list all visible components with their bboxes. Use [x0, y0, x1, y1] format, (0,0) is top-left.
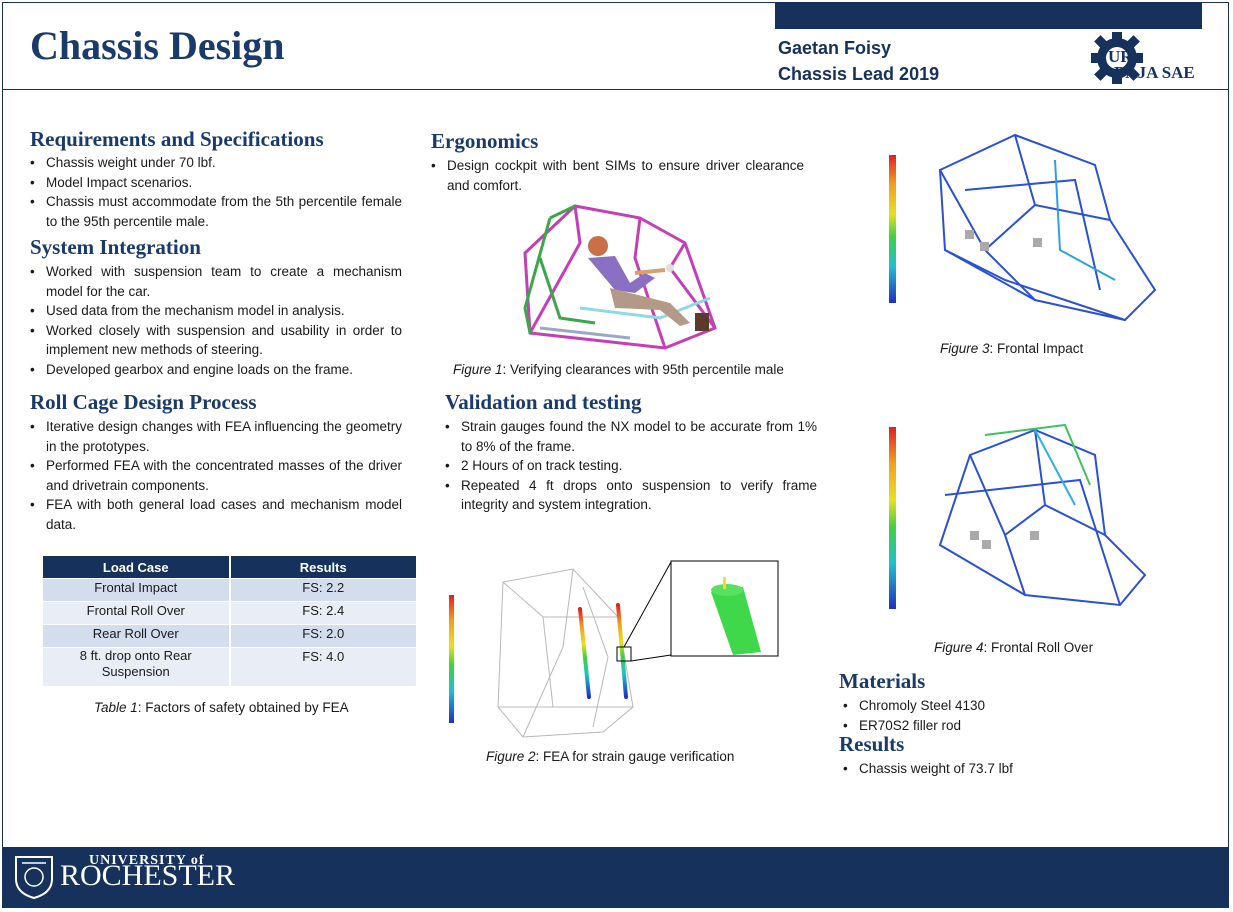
author-name: Gaetan Foisy: [778, 38, 892, 58]
university-name: ROCHESTER: [60, 859, 236, 892]
caption-text: : Frontal Roll Over: [983, 640, 1094, 655]
poster-title: Chassis Design: [30, 23, 285, 68]
table-row: Frontal Impact FS: 2.2: [43, 578, 416, 602]
rollcage-heading: Roll Cage Design Process: [30, 390, 257, 414]
caption-text: : FEA for strain gauge verification: [535, 749, 735, 764]
list-item: Worked with suspension team to create a …: [30, 262, 402, 301]
results-heading: Results: [839, 732, 905, 756]
materials-list: Chromoly Steel 4130 ER70S2 filler rod: [843, 696, 1203, 735]
column-header: Load Case: [43, 556, 231, 579]
integration-heading: System Integration: [30, 235, 201, 259]
table-cell: 8 ft. drop onto Rear Suspension: [43, 647, 231, 686]
list-item: Model Impact scenarios.: [30, 173, 402, 193]
caption-label: Figure 1: [453, 362, 503, 377]
list-item: Design cockpit with bent SIMs to ensure …: [431, 156, 804, 195]
caption-label: Figure 3: [940, 341, 990, 356]
table-cell: Rear Roll Over: [43, 624, 231, 648]
table-cell: FS: 2.2: [229, 578, 416, 602]
figure2-caption: Figure 2: FEA for strain gauge verificat…: [486, 749, 734, 764]
list-item: Worked closely with suspension and usabi…: [30, 321, 402, 360]
author-role: Chassis Lead 2019: [778, 64, 940, 84]
list-item: Iterative design changes with FEA influe…: [30, 417, 402, 456]
ergonomics-list: Design cockpit with bent SIMs to ensure …: [431, 156, 804, 195]
requirements-list: Chassis weight under 70 lbf. Model Impac…: [30, 153, 402, 231]
figure3-frontal-impact-image: [889, 133, 1157, 322]
list-item: FEA with both general load cases and mec…: [30, 495, 402, 534]
caption-text: : Factors of safety obtained by FEA: [137, 700, 349, 715]
university-label: UNIVERSITY of: [89, 853, 205, 868]
university-seal-icon: [15, 856, 53, 899]
table-cell: Frontal Roll Over: [43, 601, 231, 625]
figure2-fea-strain-gauge-image: [449, 560, 779, 738]
list-item: Chassis weight under 70 lbf.: [30, 153, 402, 173]
figure3-caption: Figure 3: Frontal Impact: [940, 341, 1083, 356]
rollcage-list: Iterative design changes with FEA influe…: [30, 417, 402, 534]
ur-baja-logo: UR BAJA SAE: [1091, 32, 1195, 84]
validation-heading: Validation and testing: [445, 390, 642, 414]
logo-baja-text: BAJA SAE: [1114, 63, 1195, 82]
caption-label: Table 1: [94, 700, 138, 715]
figure4-caption: Figure 4: Frontal Roll Over: [934, 640, 1093, 655]
table-cell: FS: 4.0: [229, 647, 416, 686]
figure1-caption: Figure 1: Verifying clearances with 95th…: [453, 362, 784, 377]
list-item: ER70S2 filler rod: [843, 716, 1203, 736]
table-cell: FS: 2.4: [229, 601, 416, 625]
list-item: 2 Hours of on track testing.: [445, 456, 817, 476]
list-item: Chromoly Steel 4130: [843, 696, 1203, 716]
table-cell: Frontal Impact: [43, 578, 231, 602]
list-item: Developed gearbox and engine loads on th…: [30, 360, 402, 380]
column-header: Results: [229, 556, 416, 579]
table-header-row: Load Case Results: [43, 556, 416, 579]
table-row: Rear Roll Over FS: 2.0: [43, 624, 416, 648]
figure1-cockpit-image: [523, 204, 717, 350]
table-cell: FS: 2.0: [229, 624, 416, 648]
caption-text: : Verifying clearances with 95th percent…: [502, 362, 784, 377]
caption-label: Figure 2: [486, 749, 536, 764]
list-item: Chassis weight of 73.7 lbf: [843, 759, 1203, 779]
author-block: Gaetan Foisy Chassis Lead 2019: [778, 35, 939, 87]
ergonomics-heading: Ergonomics: [431, 129, 539, 153]
caption-label: Figure 4: [934, 640, 984, 655]
table-caption: Table 1: Factors of safety obtained by F…: [94, 700, 349, 715]
list-item: Chassis must accommodate from the 5th pe…: [30, 192, 402, 231]
table-row: 8 ft. drop onto Rear Suspension FS: 4.0: [43, 647, 416, 686]
header-accent-bar: [775, 2, 1202, 29]
materials-heading: Materials: [839, 669, 926, 693]
load-case-table: Load Case Results Frontal Impact FS: 2.2…: [43, 556, 416, 686]
validation-list: Strain gauges found the NX model to be a…: [445, 417, 817, 515]
requirements-heading: Requirements and Specifications: [30, 127, 324, 151]
list-item: Strain gauges found the NX model to be a…: [445, 417, 817, 456]
list-item: Repeated 4 ft drops onto suspension to v…: [445, 476, 817, 515]
integration-list: Worked with suspension team to create a …: [30, 262, 402, 379]
figure4-frontal-rollover-image: [889, 423, 1147, 609]
footer-bar: [2, 847, 1229, 908]
logo-ur-text: UR: [1108, 47, 1133, 66]
list-item: Used data from the mechanism model in an…: [30, 301, 402, 321]
table-row: Frontal Roll Over FS: 2.4: [43, 601, 416, 625]
header-divider: [2, 89, 1229, 90]
results-list: Chassis weight of 73.7 lbf: [843, 759, 1203, 779]
list-item: Performed FEA with the concentrated mass…: [30, 456, 402, 495]
caption-text: : Frontal Impact: [989, 341, 1084, 356]
